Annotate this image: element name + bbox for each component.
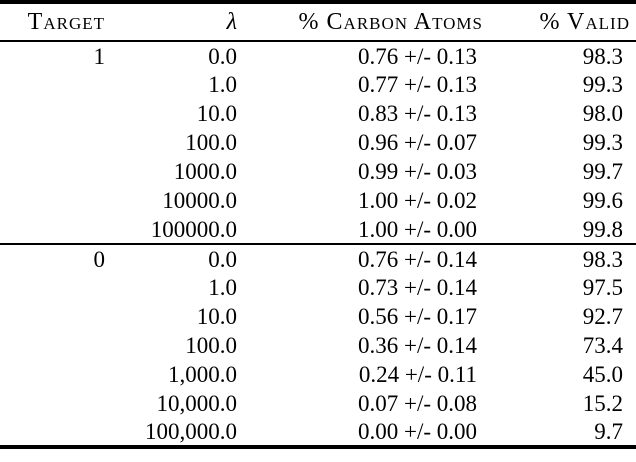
valid-cell: 99.3 [582, 72, 623, 97]
valid-cell: 15.2 [582, 391, 623, 416]
carbon-cell: 1.00 +/- 0.02 [357, 188, 477, 213]
table-row: 1000.0 0.99 +/- 0.03 99.7 [0, 157, 636, 186]
lambda-cell: 10,000.0 [156, 391, 238, 416]
carbon-cell: 0.56 +/- 0.17 [357, 304, 477, 329]
table-header: Target λ % Carbon Atoms % Valid [0, 2, 636, 41]
col-header-carbon-atoms: % Carbon Atoms [298, 9, 483, 35]
lambda-cell: 1000.0 [173, 159, 237, 184]
valid-cell: 99.3 [582, 130, 623, 155]
table-row: 100,000.0 0.00 +/- 0.00 9.7 [0, 418, 636, 447]
target-cell [0, 389, 105, 418]
table-row: 1.0 0.77 +/- 0.13 99.3 [0, 70, 636, 99]
carbon-cell: 0.36 +/- 0.14 [357, 333, 477, 358]
carbon-cell: 0.96 +/- 0.07 [357, 130, 477, 155]
carbon-cell: 0.24 +/- 0.11 [358, 362, 477, 387]
valid-cell: 99.6 [582, 188, 623, 213]
target-cell [0, 186, 105, 215]
valid-cell: 99.8 [582, 216, 623, 242]
valid-cell: 98.3 [582, 43, 623, 69]
target-cell [0, 157, 105, 186]
valid-cell: 98.0 [582, 101, 623, 126]
table-row: 100000.0 1.00 +/- 0.00 99.8 [0, 215, 636, 244]
carbon-cell: 0.83 +/- 0.13 [357, 101, 477, 126]
carbon-cell: 1.00 +/- 0.00 [357, 216, 477, 242]
table-row: 1 0.0 0.76 +/- 0.13 98.3 [0, 41, 636, 70]
header-row: Target λ % Carbon Atoms % Valid [0, 2, 636, 41]
target-cell [0, 418, 105, 447]
valid-cell: 45.0 [582, 362, 623, 387]
carbon-cell: 0.76 +/- 0.13 [357, 43, 477, 69]
lambda-cell: 10000.0 [162, 188, 237, 213]
lambda-cell: 0.0 [208, 43, 237, 69]
lambda-cell: 1,000.0 [168, 362, 237, 387]
paper-table-figure: Target λ % Carbon Atoms % Valid 1 0.0 0.… [0, 0, 636, 449]
target-cell: 1 [93, 43, 106, 69]
carbon-cell: 0.99 +/- 0.03 [357, 159, 477, 184]
target-cell [0, 273, 105, 302]
lambda-cell: 100000.0 [150, 216, 237, 242]
lambda-cell: 10.0 [196, 304, 237, 329]
lambda-cell: 1.0 [208, 72, 237, 97]
lambda-cell: 100.0 [185, 130, 237, 155]
table-row: 10.0 0.56 +/- 0.17 92.7 [0, 302, 636, 331]
table-row: 10.0 0.83 +/- 0.13 98.0 [0, 99, 636, 128]
target-cell [0, 70, 105, 99]
target-cell [0, 99, 105, 128]
lambda-cell: 0.0 [208, 246, 237, 272]
table-row: 10000.0 1.00 +/- 0.02 99.6 [0, 186, 636, 215]
carbon-cell: 0.77 +/- 0.13 [357, 72, 477, 97]
carbon-cell: 0.07 +/- 0.08 [357, 391, 477, 416]
target-cell [0, 302, 105, 331]
lambda-cell: 1.0 [208, 275, 237, 300]
results-table: Target λ % Carbon Atoms % Valid 1 0.0 0.… [0, 0, 636, 449]
table-row: 10,000.0 0.07 +/- 0.08 15.2 [0, 389, 636, 418]
table-row: 100.0 0.96 +/- 0.07 99.3 [0, 128, 636, 157]
table-row: 1,000.0 0.24 +/- 0.11 45.0 [0, 360, 636, 389]
table-row: 0 0.0 0.76 +/- 0.14 98.3 [0, 244, 636, 273]
valid-cell: 92.7 [582, 304, 623, 329]
table-row: 100.0 0.36 +/- 0.14 73.4 [0, 331, 636, 360]
lambda-cell: 100,000.0 [145, 419, 237, 444]
carbon-cell: 0.00 +/- 0.00 [357, 419, 477, 444]
lambda-cell: 10.0 [196, 101, 237, 126]
section-target-0: 0 0.0 0.76 +/- 0.14 98.3 1.0 0.73 +/- 0.… [0, 244, 636, 447]
carbon-cell: 0.76 +/- 0.14 [357, 246, 477, 272]
col-header-valid: % Valid [539, 9, 630, 35]
valid-cell: 9.7 [594, 419, 623, 444]
section-target-1: 1 0.0 0.76 +/- 0.13 98.3 1.0 0.77 +/- 0.… [0, 41, 636, 244]
target-cell [0, 331, 105, 360]
col-header-target: Target [27, 9, 105, 35]
valid-cell: 97.5 [582, 275, 623, 300]
valid-cell: 99.7 [582, 159, 623, 184]
carbon-cell: 0.73 +/- 0.14 [357, 275, 477, 300]
table-row: 1.0 0.73 +/- 0.14 97.5 [0, 273, 636, 302]
target-cell [0, 128, 105, 157]
target-cell [0, 215, 105, 244]
target-cell [0, 360, 105, 389]
valid-cell: 73.4 [582, 333, 623, 358]
target-cell: 0 [93, 246, 106, 272]
lambda-cell: 100.0 [185, 333, 237, 358]
valid-cell: 98.3 [582, 246, 623, 272]
col-header-lambda: λ [226, 9, 237, 35]
